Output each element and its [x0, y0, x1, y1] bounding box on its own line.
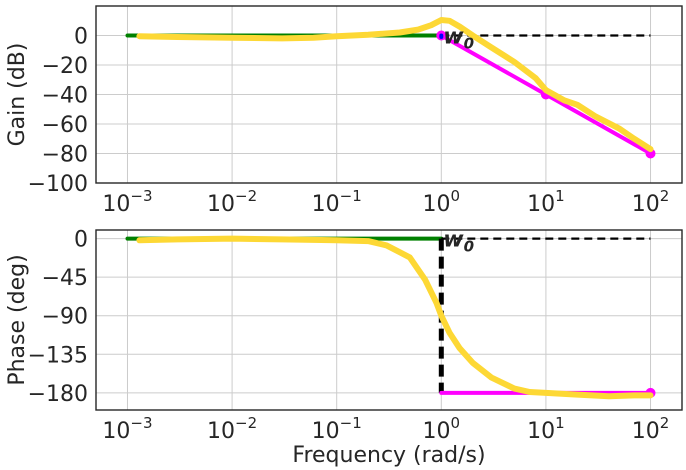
y-tick-label: −100 [28, 172, 88, 197]
x-tick-base: 10 [312, 192, 340, 217]
annotation-subscript: 0 [464, 35, 474, 53]
x-tick-base: 10 [527, 192, 555, 217]
x-tick-label: 100 [423, 187, 461, 217]
y-tick-label: −20 [42, 54, 88, 79]
x-tick-label: 10−2 [207, 187, 257, 217]
x-tick-exponent: 1 [555, 414, 565, 432]
x-tick-base: 10 [423, 192, 451, 217]
x-tick-exponent: −1 [340, 187, 362, 205]
x-tick-label: 102 [632, 414, 670, 444]
corner-frequency-annotation: w0 [443, 25, 474, 53]
series-group [125, 235, 656, 400]
x-tick-exponent: 0 [451, 187, 461, 205]
y-tick-label: −135 [28, 343, 88, 368]
y-tick-label: −90 [42, 305, 88, 330]
x-tick-label: 100 [423, 414, 461, 444]
measured-response-line [136, 235, 654, 400]
x-tick-label: 10−3 [102, 414, 152, 444]
gain-subplot: 10−3 10−2 10−1 100 101 1020−20−40−60−80−100Ga… [5, 5, 683, 217]
x-tick-base: 10 [632, 192, 660, 217]
x-tick-base: 10 [632, 419, 660, 444]
y-tick-label: −45 [42, 266, 88, 291]
x-axis-label: Frequency (rad/s) [292, 443, 485, 468]
x-tick-base: 10 [312, 419, 340, 444]
measured-response-line [136, 17, 654, 153]
x-tick-exponent: −3 [130, 187, 152, 205]
x-tick-base: 10 [207, 419, 235, 444]
annotation-symbol: w [443, 228, 464, 253]
x-tick-label: 10−2 [207, 414, 257, 444]
axes-frame [95, 5, 683, 184]
annotation-symbol: w [443, 25, 464, 50]
corner-frequency-annotation: w0 [443, 228, 474, 256]
x-tick-base: 10 [207, 192, 235, 217]
x-tick-exponent: 2 [660, 414, 670, 432]
x-tick-exponent: −2 [235, 414, 257, 432]
y-tick-label: −40 [42, 84, 88, 109]
phase-subplot: 10−3 10−2 10−1 100 101 1020−45−90−135−180Phas… [5, 228, 683, 468]
x-tick-base: 10 [102, 419, 130, 444]
x-tick-label: 10−1 [312, 414, 362, 444]
annotation-subscript: 0 [464, 238, 474, 256]
x-tick-exponent: −3 [130, 414, 152, 432]
axes-frame [95, 229, 683, 411]
y-tick-label: −60 [42, 113, 88, 138]
series-group [125, 17, 656, 159]
x-tick-label: 10−1 [312, 187, 362, 217]
x-tick-exponent: −1 [340, 414, 362, 432]
x-tick-base: 10 [527, 419, 555, 444]
y-tick-label: 0 [74, 228, 88, 253]
x-tick-exponent: −2 [235, 187, 257, 205]
x-tick-base: 10 [102, 192, 130, 217]
x-tick-label: 101 [527, 414, 565, 444]
x-tick-label: 101 [527, 187, 565, 217]
y-tick-label: −180 [28, 382, 88, 407]
x-tick-label: 102 [632, 187, 670, 217]
y-tick-label: −80 [42, 143, 88, 168]
x-tick-exponent: 2 [660, 187, 670, 205]
y-axis-label: Phase (deg) [5, 254, 30, 385]
x-tick-exponent: 1 [555, 187, 565, 205]
y-axis-label: Gain (dB) [5, 43, 30, 147]
y-tick-label: 0 [74, 25, 88, 50]
x-tick-base: 10 [423, 419, 451, 444]
x-tick-label: 10−3 [102, 187, 152, 217]
x-tick-exponent: 0 [451, 414, 461, 432]
